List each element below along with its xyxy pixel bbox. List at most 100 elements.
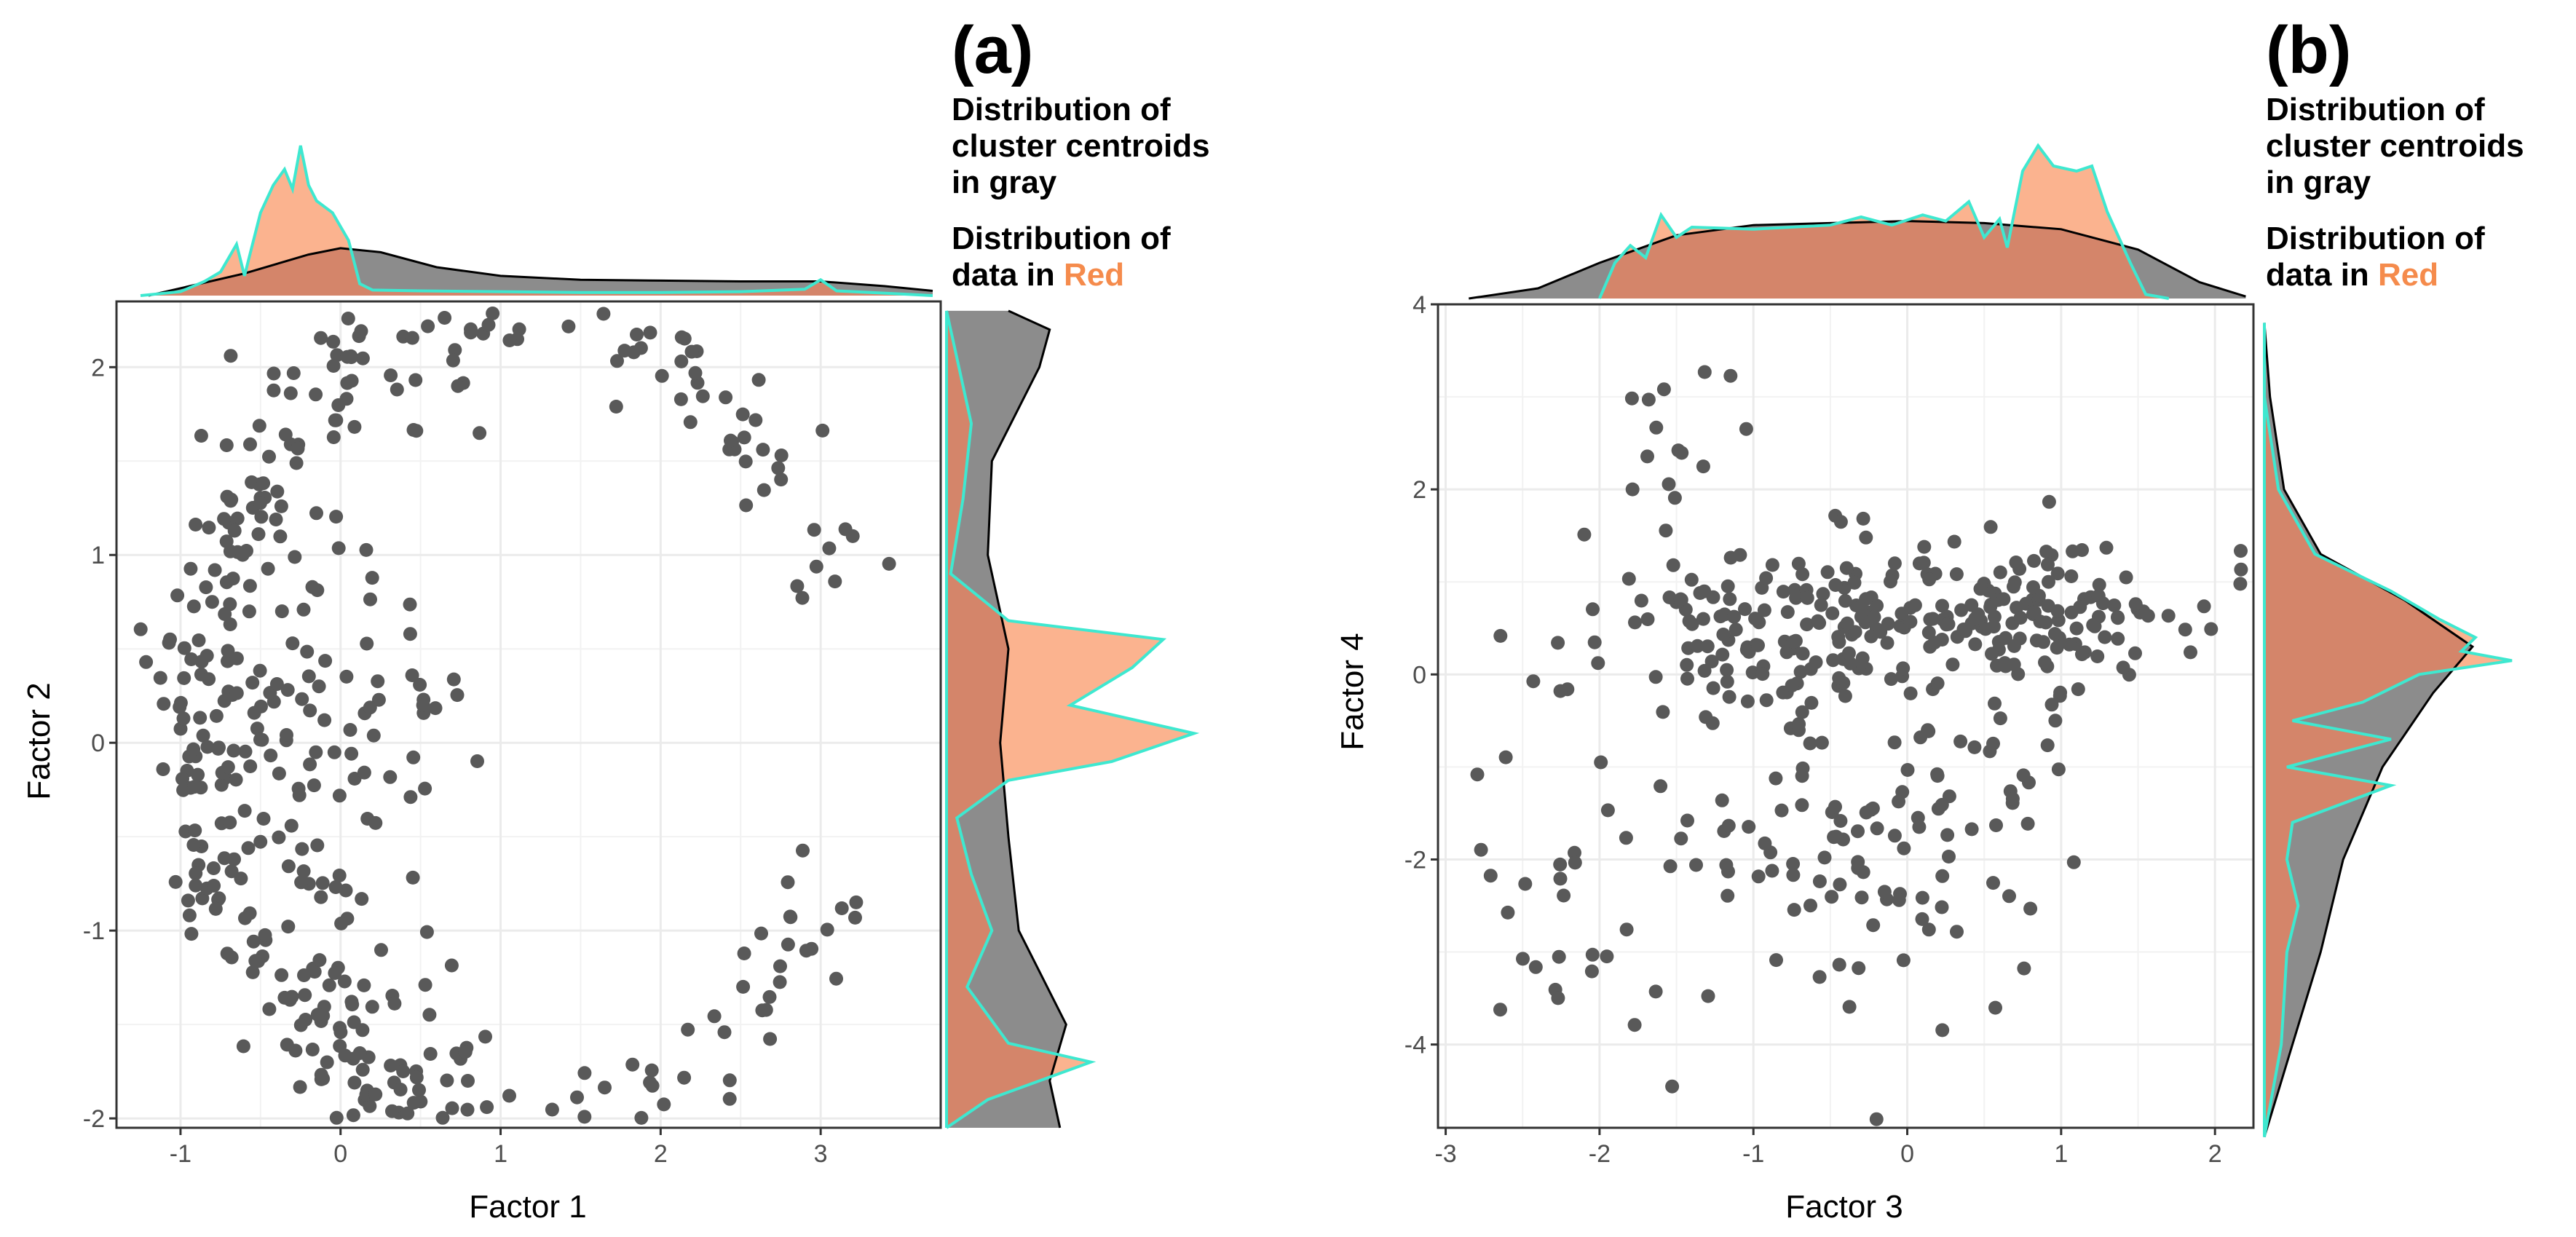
data-point — [1926, 612, 1940, 626]
data-point — [408, 373, 423, 387]
data-point — [238, 744, 253, 759]
data-point — [1528, 960, 1543, 974]
data-point — [1727, 609, 1742, 624]
data-point — [1693, 586, 1707, 600]
data-point — [461, 1074, 475, 1088]
data-point — [1769, 953, 1783, 968]
data-point — [337, 974, 352, 989]
data-point — [187, 780, 202, 794]
data-point — [374, 943, 388, 957]
data-point — [486, 307, 500, 320]
data-point — [1795, 647, 1810, 661]
data-point — [318, 654, 333, 668]
legend-a-line5-prefix: data in — [952, 257, 1064, 293]
data-point — [363, 1099, 377, 1113]
data-point — [298, 988, 312, 1003]
data-point — [354, 324, 368, 339]
x-tick-label: 1 — [2054, 1140, 2068, 1168]
data-point — [2002, 889, 2016, 904]
data-point — [1474, 842, 1488, 857]
data-point — [1628, 615, 1642, 630]
data-point — [419, 925, 434, 939]
data-point — [1851, 855, 1865, 869]
data-point — [1751, 638, 1765, 652]
data-point — [1869, 1112, 1884, 1126]
data-point — [223, 815, 237, 830]
panel-a-legend: Distribution of cluster centroids in gra… — [952, 92, 1210, 293]
data-point — [2197, 599, 2211, 614]
data-point — [208, 901, 223, 916]
data-point — [1854, 890, 1869, 905]
data-point — [274, 968, 289, 982]
data-point — [1696, 459, 1710, 474]
data-point — [1526, 674, 1541, 689]
data-point — [360, 636, 374, 651]
data-point — [1900, 763, 1915, 777]
data-point — [756, 443, 770, 457]
data-density-right-line — [2263, 396, 2513, 1138]
data-point — [707, 1009, 722, 1024]
data-point — [322, 978, 336, 992]
data-point — [224, 864, 239, 879]
legend-b-line5: data in Red — [2266, 257, 2438, 293]
data-point — [1742, 820, 1756, 834]
data-point — [245, 965, 260, 979]
data-point — [1814, 598, 1828, 612]
data-point — [1887, 829, 1902, 843]
data-point — [1897, 841, 1911, 855]
data-point — [243, 437, 257, 451]
data-point — [1880, 636, 1895, 650]
data-point — [610, 354, 624, 368]
data-point — [1935, 598, 1949, 613]
data-point — [278, 427, 293, 442]
data-point — [363, 592, 377, 606]
data-point — [305, 1043, 320, 1056]
data-point — [296, 602, 311, 617]
data-point — [736, 979, 751, 994]
data-point — [1866, 918, 1881, 933]
data-point — [199, 649, 214, 663]
data-point — [738, 454, 753, 469]
data-point — [1587, 635, 1602, 649]
data-point — [1684, 572, 1699, 587]
data-point — [1640, 449, 1654, 464]
data-point — [207, 879, 221, 893]
data-point — [418, 781, 432, 796]
data-point — [751, 373, 766, 387]
data-point — [314, 331, 328, 345]
data-point — [253, 663, 267, 678]
data-point — [464, 325, 478, 340]
data-point — [1993, 711, 2007, 726]
data-point — [355, 351, 370, 365]
data-point — [848, 910, 862, 925]
data-point — [326, 359, 341, 373]
data-point — [421, 319, 435, 333]
data-point — [270, 484, 285, 499]
data-point — [292, 788, 307, 802]
data-point — [314, 1067, 328, 1082]
data-point — [799, 944, 813, 958]
data-point — [385, 1104, 399, 1118]
data-point — [1577, 527, 1592, 542]
data-point — [1940, 828, 1955, 842]
data-point — [2066, 855, 2081, 869]
data-point — [295, 692, 309, 706]
data-point — [405, 331, 419, 345]
data-point — [355, 1062, 370, 1077]
data-point — [223, 617, 237, 631]
data-point — [674, 330, 689, 344]
data-point — [677, 1070, 692, 1085]
data-point — [1833, 814, 1848, 828]
data-point — [1803, 662, 1818, 676]
data-point — [737, 946, 751, 960]
data-point — [834, 901, 849, 915]
data-point — [1557, 888, 1571, 903]
data-point — [1716, 628, 1731, 641]
panel-a-top-marginal — [140, 145, 933, 297]
data-point — [1739, 422, 1753, 436]
data-point — [1842, 1000, 1857, 1014]
data-point — [182, 908, 197, 922]
data-point — [2023, 901, 2038, 916]
data-point — [1881, 617, 1895, 631]
data-point — [387, 996, 402, 1011]
